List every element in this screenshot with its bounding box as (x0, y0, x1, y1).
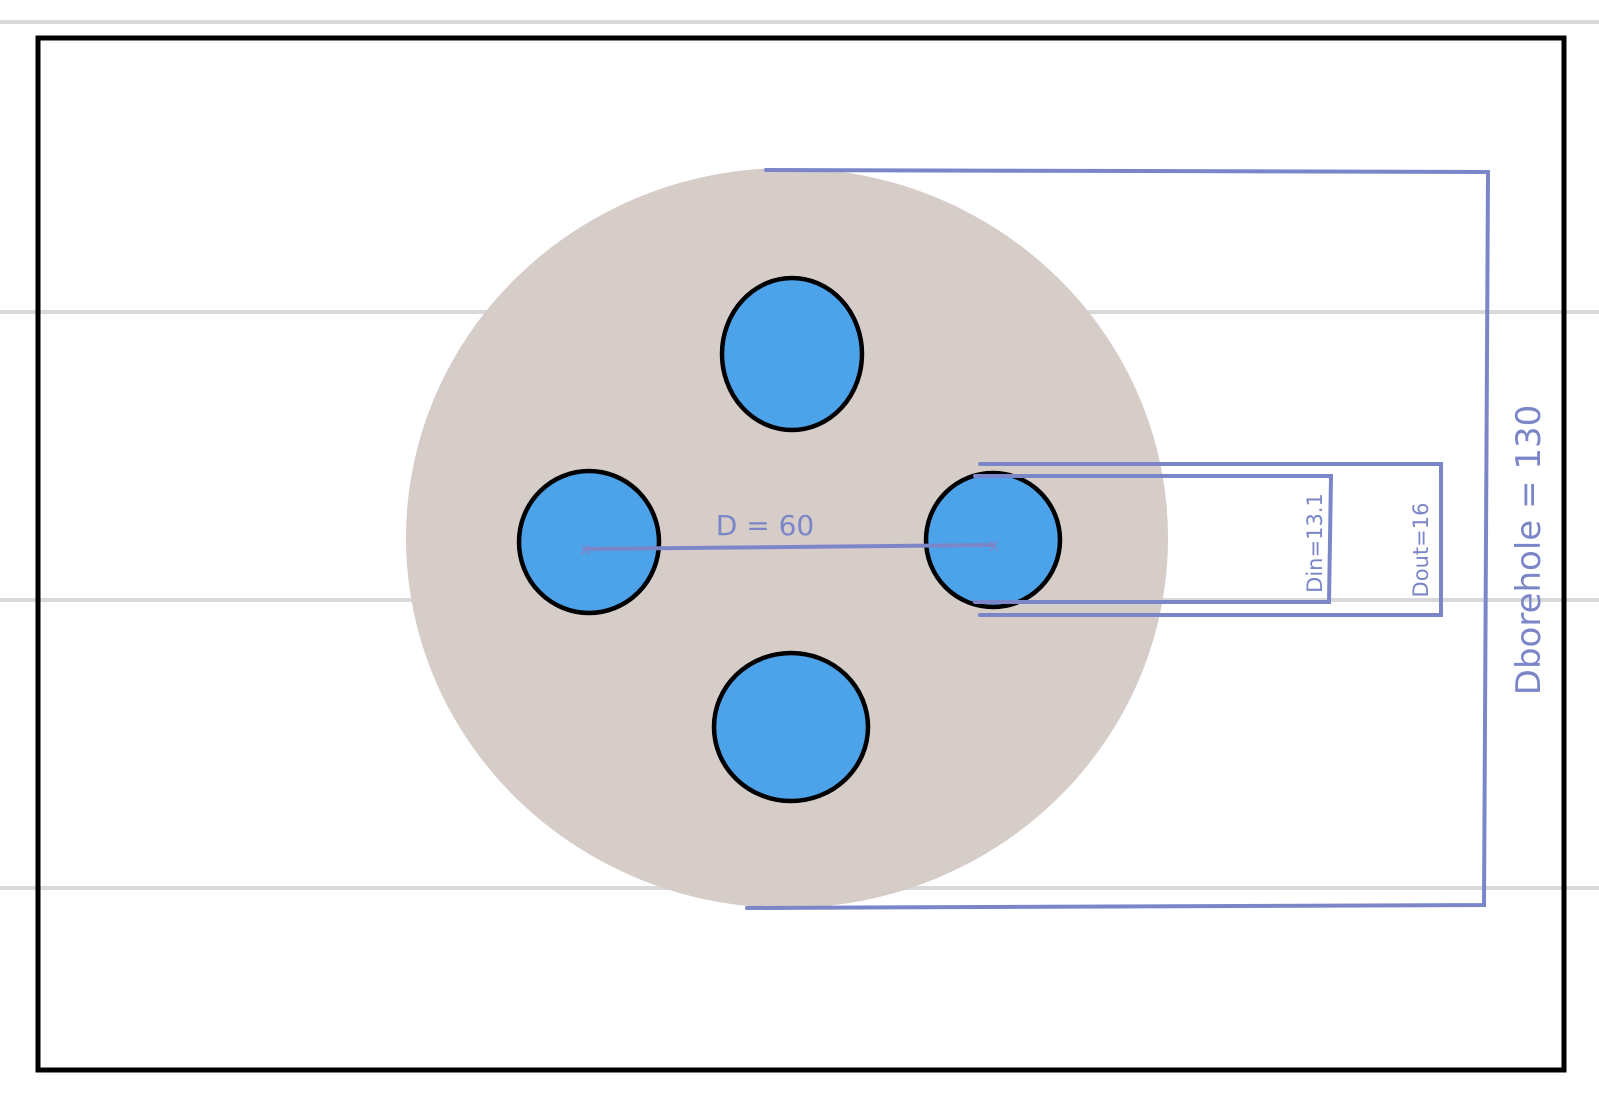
pipe-top (719, 275, 865, 433)
borehole-diameter-dimension: Dborehole = 130 (745, 168, 1549, 910)
pipe-bottom (711, 650, 871, 804)
pipe-inner-diameter-label: Din=13.1 (1303, 493, 1327, 593)
drawing-frame (35, 35, 1567, 1073)
pipe-outer-diameter-label: Dout=16 (1409, 503, 1433, 598)
pipe-inner-diameter-dimension: Din=13.1 (973, 474, 1334, 604)
inner-diameter-bracket (973, 474, 1334, 604)
pipe-spacing-dimension: x x D = 60 (580, 509, 1000, 560)
pipe-spacing-label: D = 60 (716, 509, 814, 542)
borehole-diameter-bracket (745, 168, 1491, 910)
right-center-mark: x (989, 535, 1000, 556)
outer-diameter-bracket (978, 462, 1443, 617)
pipe-left (516, 468, 662, 616)
borehole-diameter-label: Dborehole = 130 (1509, 405, 1549, 695)
pipe-outer-diameter-dimension: Dout=16 (978, 462, 1443, 617)
pipe-spacing-line (583, 543, 996, 551)
left-center-mark: x (580, 539, 591, 560)
pipes (516, 275, 1063, 804)
borehole (406, 168, 1168, 908)
pipe-right (923, 470, 1063, 610)
